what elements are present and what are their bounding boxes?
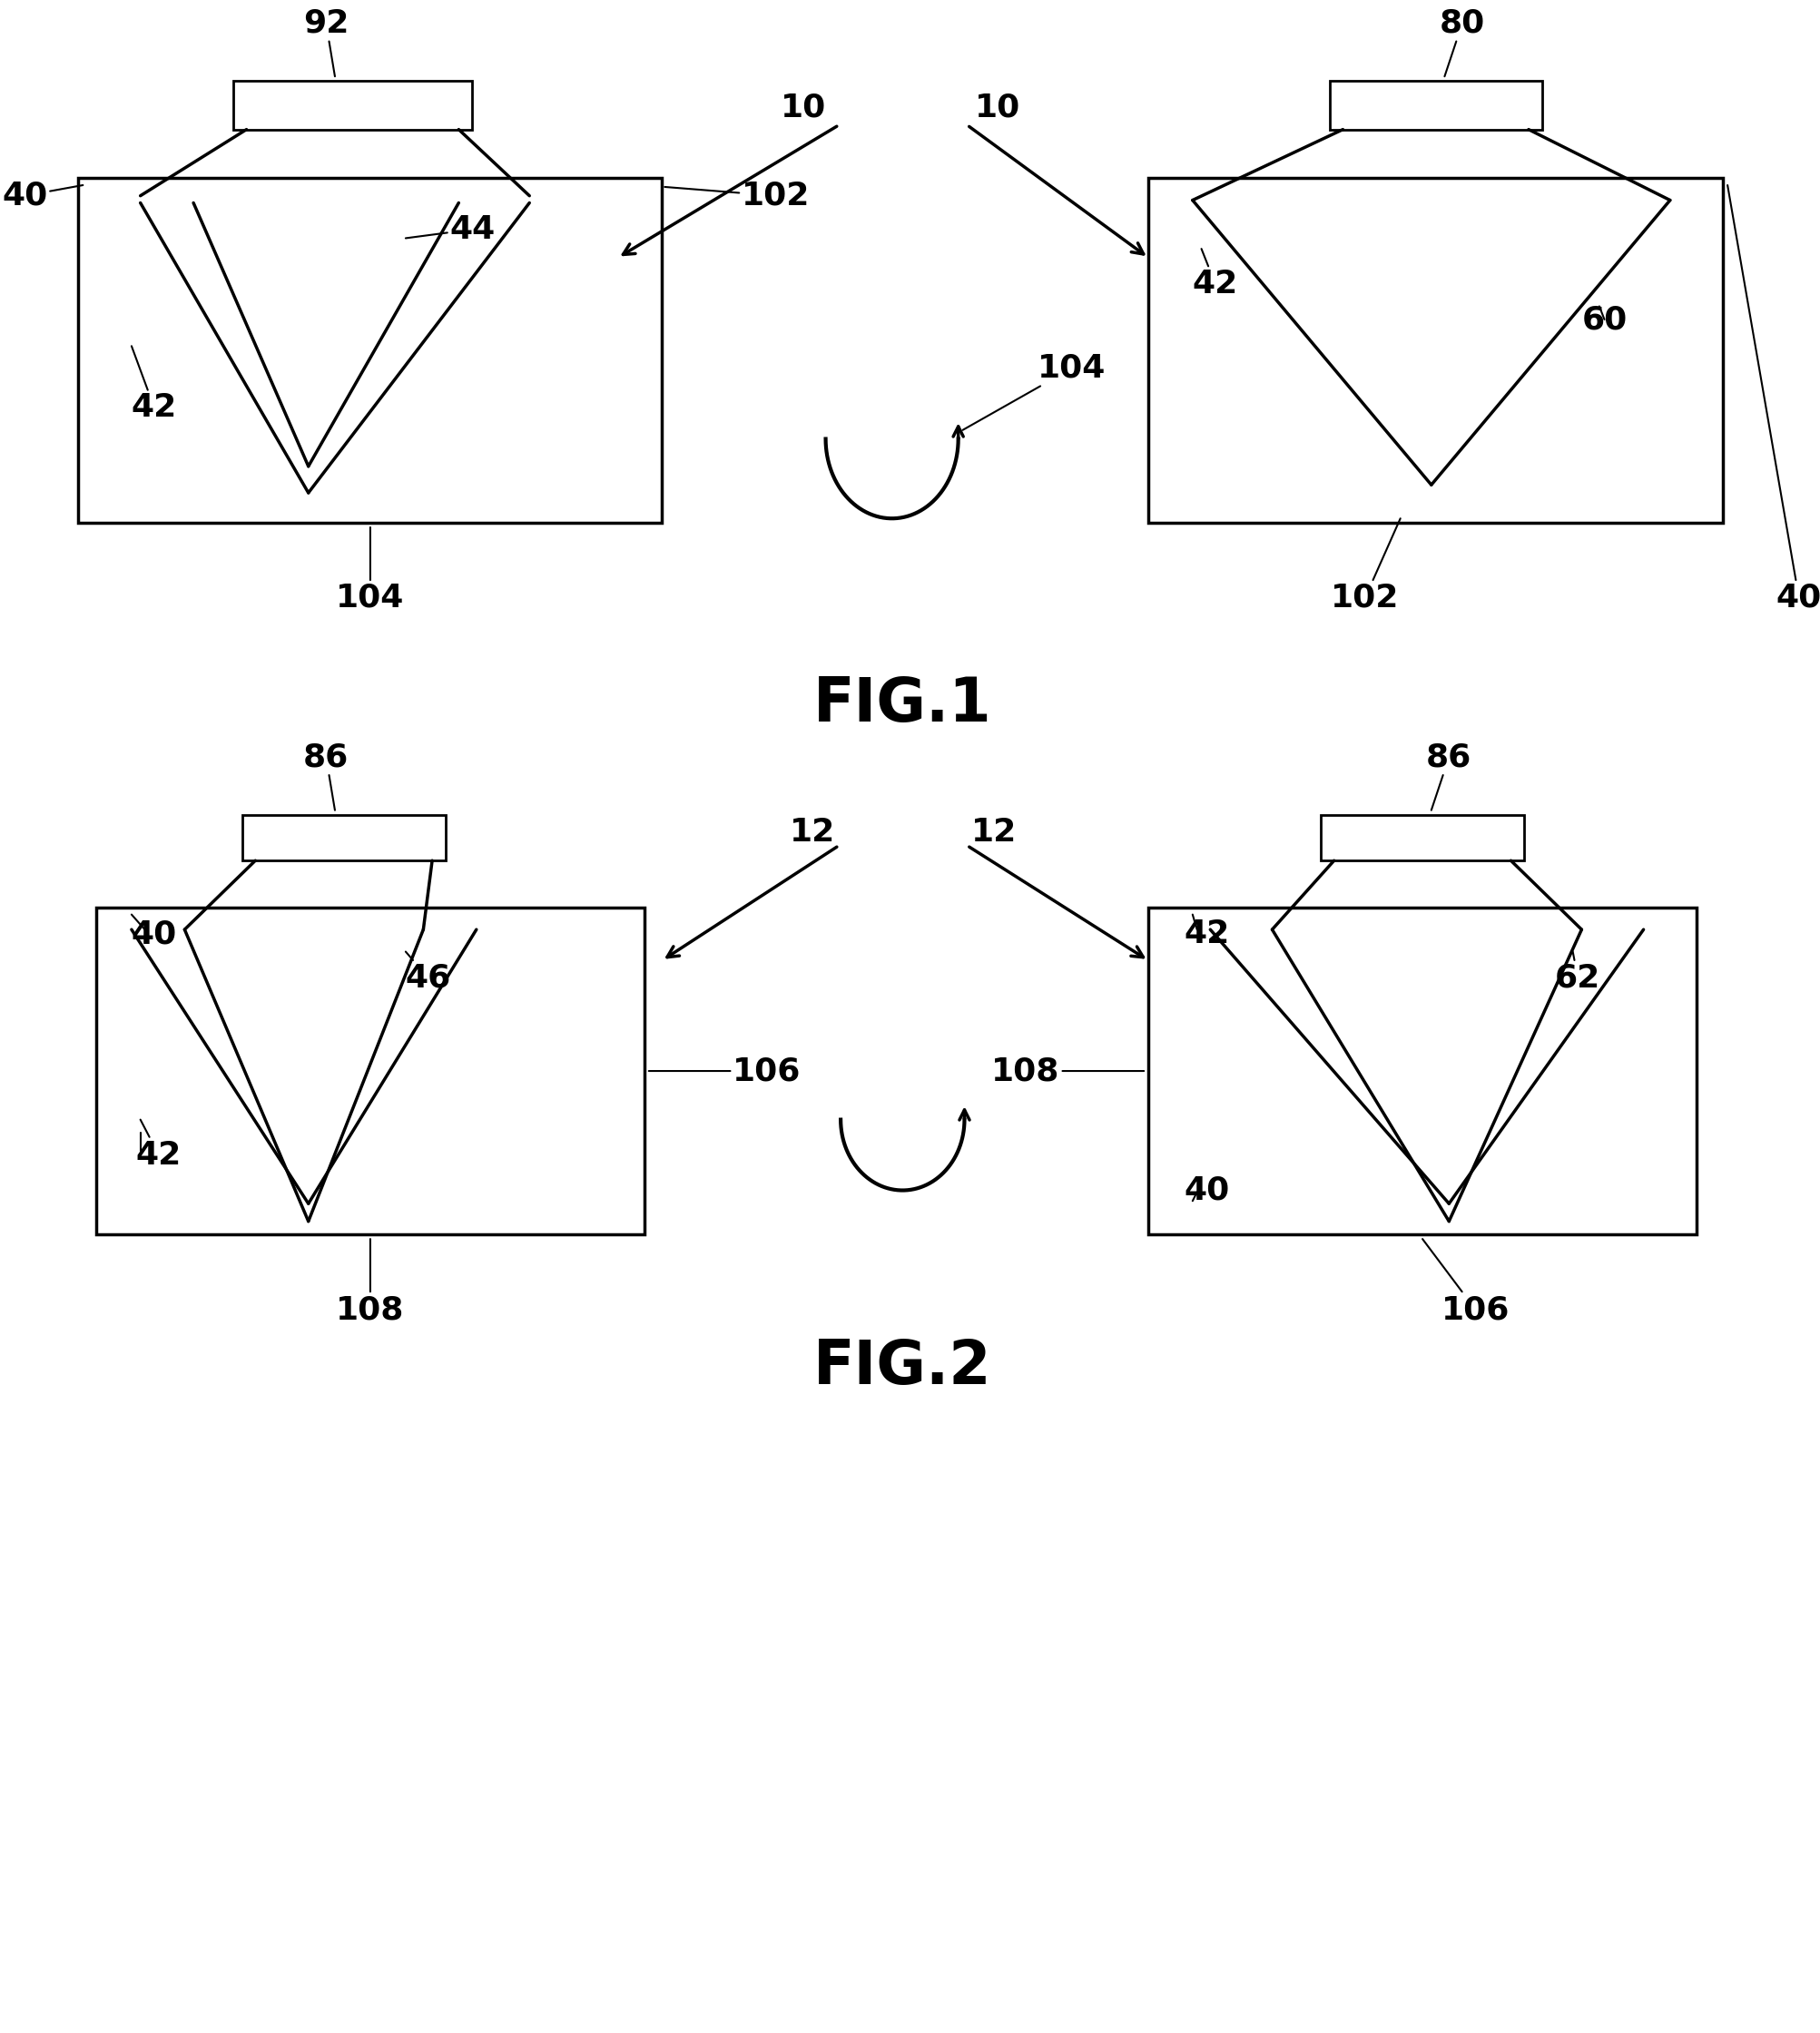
Text: 108: 108 bbox=[337, 1238, 404, 1326]
Text: 102: 102 bbox=[664, 181, 810, 211]
Text: 86: 86 bbox=[304, 742, 349, 811]
Bar bbox=[233, 81, 471, 130]
Bar bbox=[1330, 118, 1542, 130]
Text: 42: 42 bbox=[136, 1120, 182, 1171]
Text: 104: 104 bbox=[963, 354, 1107, 431]
Text: 92: 92 bbox=[304, 8, 349, 77]
Text: 62: 62 bbox=[1554, 951, 1602, 994]
Bar bbox=[96, 925, 644, 929]
Text: FIG.2: FIG.2 bbox=[814, 1338, 992, 1397]
Text: 40: 40 bbox=[1727, 185, 1820, 614]
Bar bbox=[242, 815, 446, 860]
Text: 40: 40 bbox=[2, 181, 84, 211]
Bar bbox=[1148, 907, 1696, 919]
Bar bbox=[1148, 179, 1724, 522]
Bar bbox=[1148, 925, 1696, 929]
Text: 10: 10 bbox=[976, 91, 1021, 122]
Text: 106: 106 bbox=[1423, 1238, 1511, 1326]
Bar bbox=[78, 197, 662, 203]
Bar bbox=[1321, 815, 1523, 860]
Bar bbox=[78, 510, 662, 522]
Bar bbox=[78, 179, 662, 191]
Text: 106: 106 bbox=[648, 1055, 801, 1086]
Bar bbox=[1148, 498, 1724, 504]
Text: 102: 102 bbox=[1330, 518, 1400, 614]
Bar bbox=[1148, 510, 1724, 522]
Text: FIG.1: FIG.1 bbox=[814, 675, 992, 734]
Bar bbox=[242, 815, 446, 860]
Bar bbox=[96, 907, 644, 919]
Text: 60: 60 bbox=[1582, 305, 1627, 335]
Text: 12: 12 bbox=[970, 817, 1016, 848]
Bar bbox=[1148, 179, 1724, 191]
Text: 80: 80 bbox=[1440, 8, 1485, 77]
Text: 86: 86 bbox=[1427, 742, 1472, 811]
Text: 40: 40 bbox=[131, 919, 177, 949]
Text: 12: 12 bbox=[790, 817, 835, 848]
Bar bbox=[78, 179, 662, 522]
Bar bbox=[96, 907, 644, 1234]
Bar bbox=[1148, 907, 1696, 1234]
Text: 42: 42 bbox=[1183, 919, 1228, 949]
Bar bbox=[1330, 81, 1542, 130]
Text: 104: 104 bbox=[337, 527, 404, 614]
Bar bbox=[1148, 1222, 1696, 1234]
Text: 40: 40 bbox=[1183, 1175, 1228, 1206]
Bar bbox=[96, 1212, 644, 1218]
Bar bbox=[1330, 81, 1542, 130]
Text: 44: 44 bbox=[406, 213, 495, 244]
Bar bbox=[1148, 195, 1724, 199]
Bar bbox=[96, 1222, 644, 1234]
Bar bbox=[233, 81, 471, 130]
Text: 10: 10 bbox=[781, 91, 826, 122]
Bar bbox=[1321, 852, 1523, 860]
Text: 46: 46 bbox=[406, 951, 451, 994]
Bar bbox=[233, 118, 471, 130]
Bar bbox=[1321, 815, 1523, 860]
Text: 42: 42 bbox=[1192, 248, 1238, 299]
Text: 42: 42 bbox=[131, 346, 177, 423]
Bar bbox=[1148, 1212, 1696, 1218]
Bar bbox=[242, 852, 446, 860]
Text: 108: 108 bbox=[992, 1055, 1145, 1086]
